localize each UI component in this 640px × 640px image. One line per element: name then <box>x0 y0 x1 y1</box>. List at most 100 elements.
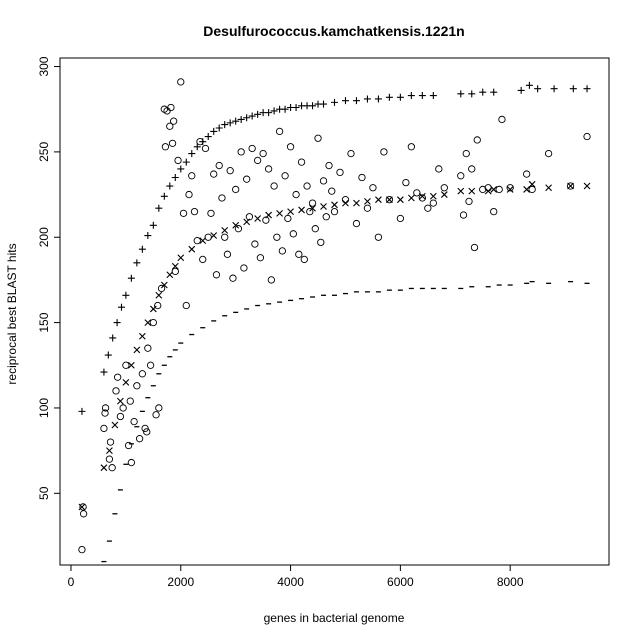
circle-point <box>306 207 314 216</box>
circle-point <box>166 122 174 130</box>
circle-point <box>182 301 190 310</box>
plus-point <box>341 97 349 105</box>
x-point <box>149 305 157 313</box>
circle-point <box>79 503 87 511</box>
y-axis: 50 100 150 200 250 300 <box>37 56 60 500</box>
circle-point <box>177 78 185 86</box>
x-point <box>396 196 404 204</box>
circle-point <box>193 237 201 245</box>
circle-point <box>248 144 256 153</box>
plus-point <box>320 100 328 108</box>
plus-point <box>270 107 278 115</box>
plus-point <box>309 102 317 110</box>
circle-point <box>319 177 328 185</box>
circle-point <box>215 161 223 170</box>
x-point <box>386 196 393 204</box>
series-plus <box>78 81 591 415</box>
circle-point <box>506 184 514 192</box>
circle-point <box>234 225 243 233</box>
x-tick-label: 0 <box>68 575 75 589</box>
plus-point <box>127 274 135 282</box>
x-point <box>100 464 108 472</box>
plus-point <box>374 95 382 103</box>
circle-point <box>226 167 234 175</box>
circle-point <box>237 148 245 156</box>
x-point <box>138 332 146 340</box>
plus-point <box>117 303 125 311</box>
circle-point <box>169 117 178 125</box>
circle-point <box>325 161 333 170</box>
circle-point <box>256 254 265 262</box>
circle-point <box>143 428 151 436</box>
circle-point <box>108 464 116 472</box>
circle-point <box>229 274 237 282</box>
plus-point <box>149 221 157 229</box>
circle-point <box>385 196 394 204</box>
circle-point <box>212 271 221 279</box>
circle-point <box>106 438 115 446</box>
circle-point <box>544 149 553 158</box>
x-point <box>106 447 113 455</box>
x-tick-label: 6000 <box>387 575 414 589</box>
plus-point <box>583 85 591 93</box>
x-point <box>276 209 283 217</box>
circle-point <box>270 182 278 190</box>
circle-point <box>473 136 481 144</box>
circle-point <box>199 255 207 264</box>
plus-point <box>109 334 117 342</box>
x-point <box>457 187 465 195</box>
circle-point <box>174 156 182 165</box>
circle-point <box>245 213 254 221</box>
circle-point <box>127 458 136 467</box>
x-point <box>583 182 591 190</box>
x-point <box>545 184 552 192</box>
x-point <box>309 204 316 212</box>
x-point <box>177 254 185 262</box>
circle-point <box>363 204 372 212</box>
circle-point <box>204 233 212 241</box>
circle-point <box>167 103 175 112</box>
plus-point <box>429 92 437 100</box>
circle-point <box>380 148 388 156</box>
plus-point <box>457 90 465 98</box>
circle-point <box>101 409 109 417</box>
circle-point <box>402 178 410 187</box>
x-point <box>155 291 163 299</box>
plus-point <box>292 104 300 112</box>
data-points <box>78 78 591 563</box>
plus-point <box>254 110 262 118</box>
circle-point <box>281 172 289 180</box>
circle-point <box>465 197 473 206</box>
x-point <box>199 237 207 245</box>
plus-point <box>182 158 190 166</box>
plus-point <box>550 85 558 93</box>
circle-point <box>149 318 157 327</box>
circle-point <box>470 243 479 252</box>
circle-point <box>240 264 248 272</box>
x-point <box>117 397 124 405</box>
circle-point <box>116 412 125 421</box>
circle-point <box>223 250 232 258</box>
circle-point <box>78 545 86 554</box>
circle-point <box>374 233 383 241</box>
x-point <box>160 281 168 289</box>
circle-point <box>196 137 204 146</box>
x-point <box>287 208 294 216</box>
circle-point <box>188 172 196 180</box>
plus-point <box>133 259 141 267</box>
x-point <box>506 186 514 193</box>
circle-point <box>126 397 134 405</box>
plus-point <box>166 182 174 190</box>
plus-point <box>265 109 273 117</box>
circle-point <box>314 134 322 142</box>
circle-point <box>262 216 270 224</box>
plus-point <box>479 88 487 96</box>
plus-point <box>385 93 393 101</box>
plot-frame <box>59 57 610 566</box>
circle-point <box>440 184 448 192</box>
x-point <box>528 180 536 188</box>
circle-point <box>424 204 432 212</box>
circle-point <box>144 344 152 352</box>
circle-point <box>498 115 506 124</box>
x-point <box>364 198 371 205</box>
